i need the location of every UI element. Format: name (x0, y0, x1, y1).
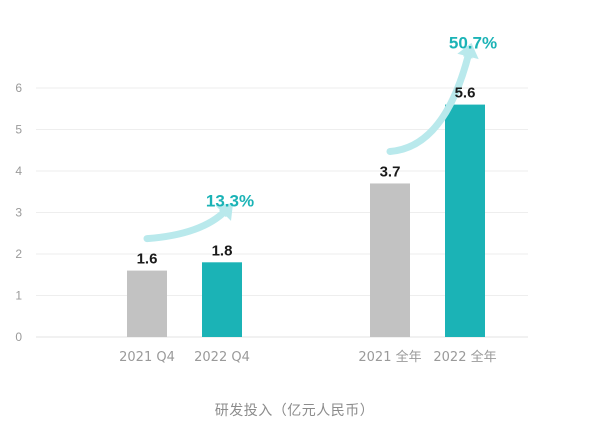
y-tick-label: 2 (15, 247, 22, 261)
bar (445, 104, 485, 337)
y-tick-label: 6 (15, 81, 22, 95)
growth-arrow-head (215, 203, 234, 221)
bar (370, 183, 410, 337)
bar (127, 270, 167, 337)
y-tick-label: 3 (15, 206, 22, 220)
category-label: 2021 Q4 (119, 350, 175, 365)
category-label: 2021 全年 (358, 349, 421, 365)
bar-value-label: 1.6 (137, 251, 158, 268)
bar (202, 262, 242, 337)
bars (127, 104, 485, 337)
labels: 1.6 2021 Q4 1.8 2022 Q4 13.3% 3.7 2021 全年 5.6 20… (119, 34, 497, 365)
gridlines (36, 87, 528, 338)
bar-value-label: 3.7 (380, 163, 401, 180)
growth-arrow (143, 206, 230, 243)
y-tick-label: 1 (15, 289, 22, 303)
growth-percentage: 50.7% (449, 34, 497, 53)
growth-arrows (143, 42, 479, 243)
y-axis-ticks: 0 1 2 3 4 5 6 (15, 81, 22, 344)
y-tick-label: 4 (15, 164, 22, 178)
y-tick-label: 5 (15, 123, 22, 137)
category-label: 2022 全年 (433, 349, 496, 365)
y-tick-label: 0 (15, 330, 22, 344)
growth-percentage: 13.3% (206, 191, 254, 210)
growth-arrow-head (457, 42, 479, 60)
chart-caption: 研发投入（亿元人民币） (214, 403, 375, 419)
bar-value-label: 1.8 (212, 242, 233, 259)
growth-arrow (386, 47, 473, 155)
bar-value-label: 5.6 (455, 85, 476, 102)
category-label: 2022 Q4 (194, 350, 250, 365)
